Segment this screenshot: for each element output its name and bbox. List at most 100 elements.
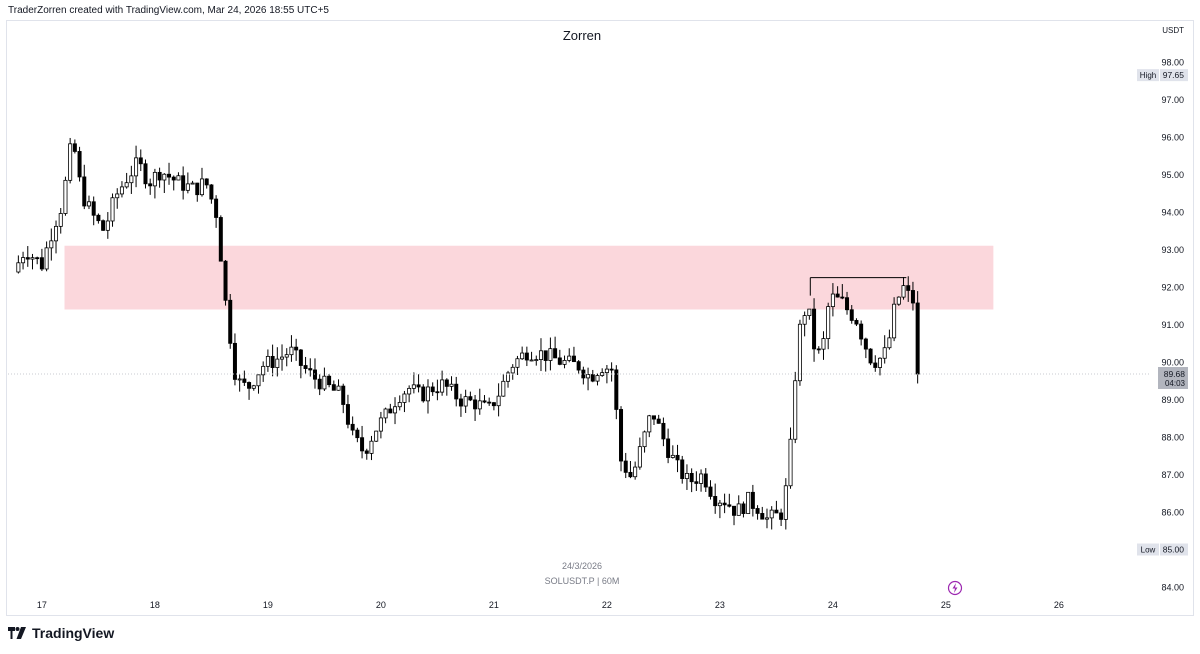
candle-bear xyxy=(835,293,840,298)
candle-bull xyxy=(520,352,525,360)
candle-bull xyxy=(129,175,134,184)
candle-bull xyxy=(826,306,831,339)
candle-bull xyxy=(637,446,642,468)
y-tick-label: 98.00 xyxy=(1161,58,1184,68)
alert-icon-bolt xyxy=(952,583,958,593)
tradingview-logo[interactable]: TradingView xyxy=(8,625,114,641)
y-tick-label: 94.00 xyxy=(1161,208,1184,218)
candle-bull xyxy=(289,346,294,356)
candle-bear xyxy=(458,398,463,407)
candle-bear xyxy=(619,409,624,462)
candle-bull xyxy=(534,359,539,361)
candle-bull xyxy=(68,143,73,181)
candle-bull xyxy=(896,296,901,305)
x-tick-label: 19 xyxy=(263,600,273,610)
candle-bear xyxy=(430,386,435,393)
candle-bear xyxy=(171,176,176,181)
high-value-bg xyxy=(1160,69,1188,82)
candle-bull xyxy=(699,473,704,484)
candle-bear xyxy=(614,369,619,410)
candle-bear xyxy=(247,382,252,389)
y-tick-label: 86.00 xyxy=(1161,508,1184,518)
candle-bear xyxy=(82,176,87,207)
y-tick-label: 88.00 xyxy=(1161,433,1184,443)
x-tick-label: 26 xyxy=(1054,600,1064,610)
chart-symbol-label: SOLUSDT.P | 60M xyxy=(545,576,620,586)
candle-bear xyxy=(204,178,209,186)
candle-bull xyxy=(411,384,416,389)
low-badge-bg xyxy=(1137,543,1159,556)
candle-bull xyxy=(176,175,181,181)
overlay-layer xyxy=(8,277,1150,375)
candle-bear xyxy=(482,400,487,403)
candle-bear xyxy=(849,309,854,321)
candle-bear xyxy=(242,378,247,383)
candle-bear xyxy=(675,454,680,461)
candle-bear xyxy=(228,299,233,344)
candle-bull xyxy=(115,193,120,199)
candle-bear xyxy=(96,214,101,222)
last-price-countdown: 04:03 xyxy=(1165,379,1186,388)
y-tick-label: 97.00 xyxy=(1161,95,1184,105)
candle-bull xyxy=(58,213,63,227)
candle-bear xyxy=(327,375,332,386)
candle-bear xyxy=(863,338,868,350)
candle-bear xyxy=(543,350,548,361)
candle-bull xyxy=(440,379,445,393)
candle-bear xyxy=(214,198,219,218)
candle-bull xyxy=(280,356,285,360)
candle-bull xyxy=(425,386,430,402)
y-tick-label: 91.00 xyxy=(1161,320,1184,330)
candle-bull xyxy=(54,225,59,242)
candle-bull xyxy=(251,385,256,389)
candle-bull xyxy=(529,359,534,362)
candle-bull xyxy=(86,201,91,207)
high-value: 97.65 xyxy=(1163,70,1185,80)
candle-bull xyxy=(821,338,826,350)
chart-date-label: 24/3/2026 xyxy=(562,561,602,571)
candle-bear xyxy=(491,402,496,407)
chart-frame xyxy=(6,20,1194,616)
candle-bear xyxy=(195,182,200,196)
x-tick-label: 25 xyxy=(941,600,951,610)
candle-bear xyxy=(77,151,82,178)
candle-bear xyxy=(553,348,558,359)
candles-layer xyxy=(16,137,920,530)
y-tick-label: 87.00 xyxy=(1161,470,1184,480)
candle-bull xyxy=(284,354,289,358)
candle-bull xyxy=(322,375,327,390)
candle-bull xyxy=(769,509,774,519)
candle-bear xyxy=(722,502,727,506)
alert-lightning-icon[interactable] xyxy=(947,580,963,596)
candle-bull xyxy=(788,438,793,487)
candle-bear xyxy=(294,346,299,351)
candle-bull xyxy=(595,375,600,382)
candle-bull xyxy=(793,380,798,440)
candle-bull xyxy=(162,173,167,181)
candle-bull xyxy=(463,396,468,407)
candle-bear xyxy=(72,143,77,152)
candle-bear xyxy=(774,509,779,514)
high-badge-label: High xyxy=(1140,71,1156,80)
candle-bull xyxy=(807,308,812,316)
candle-bull xyxy=(901,285,906,298)
candle-bear xyxy=(25,257,30,260)
candle-bear xyxy=(845,297,850,311)
candle-bear xyxy=(270,355,275,368)
candle-bull xyxy=(736,503,741,516)
x-tick-label: 22 xyxy=(602,600,612,610)
candle-bull xyxy=(797,323,802,382)
candle-bear xyxy=(39,257,44,270)
candle-bear xyxy=(317,378,322,390)
candle-bull xyxy=(49,240,54,249)
candle-bull xyxy=(717,502,722,507)
candle-bull xyxy=(882,347,887,359)
candle-bull xyxy=(506,372,511,382)
candle-bear xyxy=(454,383,459,400)
candle-bear xyxy=(868,348,873,364)
candle-bear xyxy=(732,505,737,516)
x-tick-label: 24 xyxy=(828,600,838,610)
candle-bull xyxy=(633,466,638,478)
candle-bear xyxy=(308,368,313,371)
